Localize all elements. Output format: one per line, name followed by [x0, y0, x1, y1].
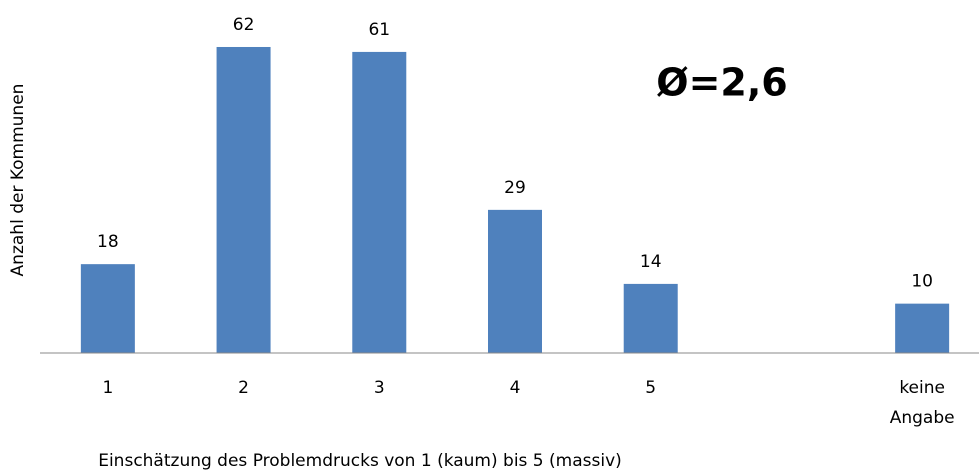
x-tick-label: 4 — [510, 378, 521, 398]
bar — [488, 209, 542, 353]
bar — [80, 264, 135, 353]
x-tick-label: 3 — [374, 378, 385, 398]
x-axis-label: Einschätzung des Problemdrucks von 1 (ka… — [98, 451, 622, 471]
value-label: 29 — [504, 178, 526, 198]
x-tick-label: keine Angabe — [890, 378, 955, 428]
bar — [895, 303, 950, 353]
value-label: 61 — [368, 20, 390, 40]
x-tick-label: 2 — [238, 378, 249, 398]
bar — [623, 283, 678, 353]
x-tick-label: 5 — [645, 378, 656, 398]
bar — [216, 46, 271, 353]
value-label: 62 — [233, 15, 255, 35]
value-label: 10 — [911, 272, 933, 292]
y-axis-label: Anzahl der Kommunen — [8, 84, 28, 277]
x-tick-label: 1 — [102, 378, 113, 398]
value-label: 18 — [97, 232, 119, 252]
value-label: 14 — [640, 252, 662, 272]
bar — [352, 51, 407, 354]
annotation: Ø=2,6 — [656, 61, 787, 105]
